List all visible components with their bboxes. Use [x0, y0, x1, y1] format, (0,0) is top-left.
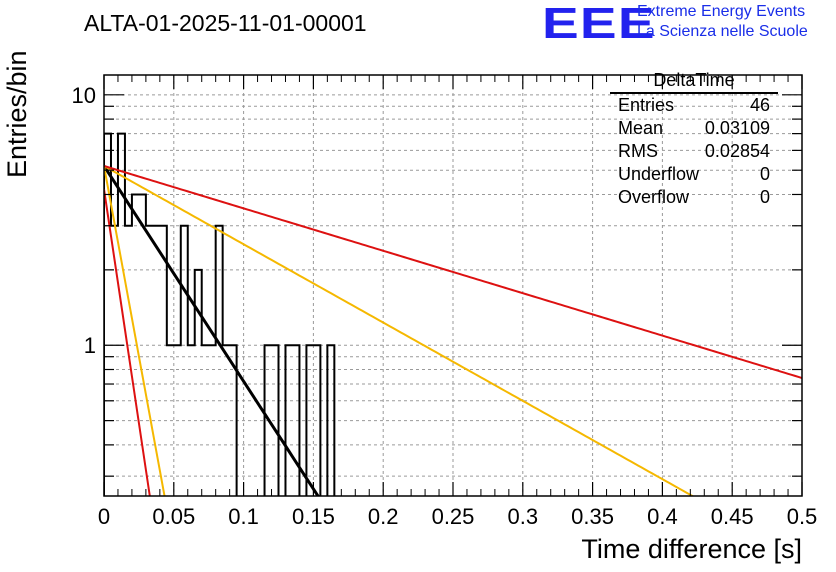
x-tick-label: 0.05 [152, 504, 195, 529]
x-tick-label: 0.45 [711, 504, 754, 529]
stats-row-entries: Entries 46 [608, 94, 778, 117]
fit-curve [104, 165, 695, 496]
x-tick-label: 0.15 [292, 504, 335, 529]
stats-row-underflow: Underflow 0 [608, 163, 778, 186]
stats-label: Mean [618, 118, 664, 138]
histogram-bars [104, 132, 336, 496]
x-tick-label: 0 [98, 504, 110, 529]
fit-curve [104, 164, 802, 379]
stats-value: 0 [759, 164, 770, 184]
y-axis-label: Entries/bin [2, 50, 32, 178]
stats-row-rms: RMS 0.02854 [608, 140, 778, 163]
stats-label: RMS [618, 141, 658, 161]
eee-logo: EEE [542, 0, 656, 48]
y-tick-label: 10 [72, 83, 96, 108]
stats-box: DeltaTime Entries 46 Mean 0.03109 RMS 0.… [608, 70, 778, 209]
x-tick-label: 0.3 [508, 504, 539, 529]
x-tick-label: 0.4 [647, 504, 678, 529]
chart-title: ALTA-01-2025-11-01-00001 [84, 10, 367, 36]
x-tick-label: 0.35 [571, 504, 614, 529]
fit-curve [104, 165, 320, 496]
fit-curve [104, 189, 151, 496]
fit-curve [104, 165, 166, 496]
x-tick-label: 0.2 [368, 504, 399, 529]
y-tick-label: 1 [84, 333, 96, 358]
x-tick-label: 0.5 [787, 504, 818, 529]
org-name-line2: La Scienza nelle Scuole [637, 23, 808, 40]
stats-label: Overflow [618, 187, 690, 207]
x-tick-label: 0.1 [228, 504, 259, 529]
org-name-line1: Extreme Energy Events [637, 3, 806, 20]
stats-value: 46 [749, 95, 770, 115]
stats-row-mean: Mean 0.03109 [608, 117, 778, 140]
x-tick-label: 0.25 [432, 504, 475, 529]
stats-value: 0.03109 [704, 118, 770, 138]
stats-title: DeltaTime [610, 70, 778, 94]
stats-row-overflow: Overflow 0 [608, 186, 778, 209]
x-axis-label: Time difference [s] [581, 534, 802, 564]
stats-label: Underflow [618, 164, 700, 184]
stats-value: 0 [759, 187, 770, 207]
stats-label: Entries [618, 95, 675, 115]
stats-value: 0.02854 [704, 141, 770, 161]
